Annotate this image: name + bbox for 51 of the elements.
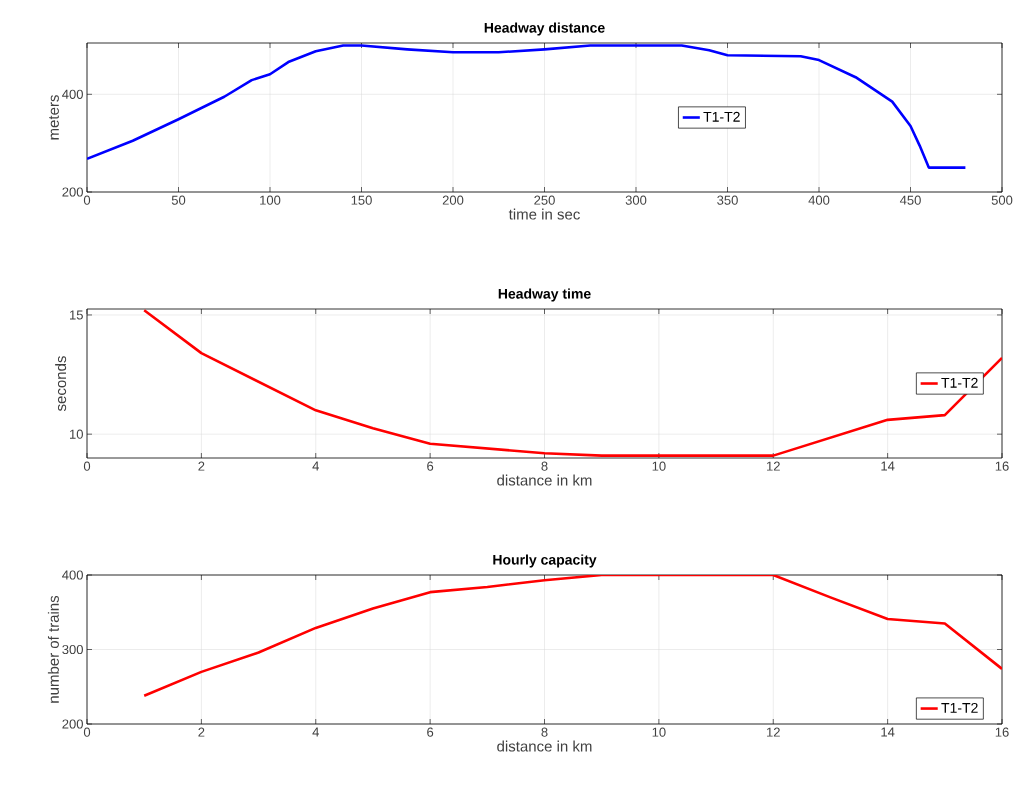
y-tick-label: 15 — [70, 310, 83, 320]
x-tick-label: 8 — [541, 461, 548, 471]
x-tick-label: 14 — [881, 727, 895, 737]
x-tick-label: 4 — [312, 727, 319, 737]
y-tick-label: 200 — [62, 187, 83, 197]
x-tick-label: 100 — [260, 195, 281, 205]
y-tick-label: 300 — [62, 644, 83, 655]
legend-label: T1-T2 — [941, 702, 978, 713]
y-tick-label: 400 — [62, 570, 83, 580]
x-axis-title: time in sec — [508, 208, 580, 220]
x-tick-label: 16 — [995, 727, 1009, 737]
x-tick-label: 4 — [312, 461, 319, 471]
x-tick-label: 400 — [808, 195, 830, 205]
y-tick-label: 200 — [62, 719, 83, 729]
x-tick-label: 150 — [351, 195, 372, 205]
x-tick-label: 0 — [83, 195, 91, 205]
x-tick-label: 16 — [995, 461, 1009, 471]
line-series — [142, 575, 1003, 697]
legend-label: T1-T2 — [941, 377, 978, 388]
x-axis-title: distance in km — [497, 740, 592, 752]
legend-label: T1-T2 — [703, 111, 740, 122]
x-axis-title: distance in km — [497, 474, 592, 486]
x-tick-label: 2 — [198, 461, 205, 471]
x-tick-label: 500 — [991, 195, 1013, 205]
x-tick-label: 12 — [767, 461, 780, 471]
y-axis-title: meters — [49, 95, 59, 140]
x-tick-label: 0 — [83, 727, 91, 737]
chart-title: Headway time — [498, 288, 591, 302]
x-tick-label: 10 — [652, 461, 666, 471]
x-tick-label: 450 — [899, 195, 921, 205]
x-tick-label: 12 — [767, 727, 780, 737]
x-tick-label: 10 — [652, 727, 666, 737]
x-tick-label: 250 — [534, 195, 555, 205]
x-tick-label: 6 — [427, 727, 434, 737]
y-tick-label: 10 — [70, 429, 83, 439]
x-tick-label: 300 — [625, 195, 647, 205]
chart-title: Hourly capacity — [493, 554, 597, 568]
y-axis-title: number of trains — [47, 595, 59, 703]
x-tick-label: 200 — [442, 195, 464, 205]
x-tick-label: 8 — [541, 727, 548, 737]
x-tick-label: 14 — [881, 461, 895, 471]
x-tick-label: 6 — [427, 461, 434, 471]
x-tick-label: 0 — [83, 461, 91, 471]
y-tick-label: 400 — [62, 89, 83, 99]
y-axis-title: seconds — [55, 356, 67, 412]
line-series — [142, 309, 1003, 457]
x-tick-label: 50 — [171, 195, 186, 205]
x-tick-label: 350 — [717, 195, 738, 205]
chart-title: Headway distance — [484, 22, 605, 36]
x-tick-label: 2 — [198, 727, 205, 737]
line-series — [87, 44, 967, 169]
